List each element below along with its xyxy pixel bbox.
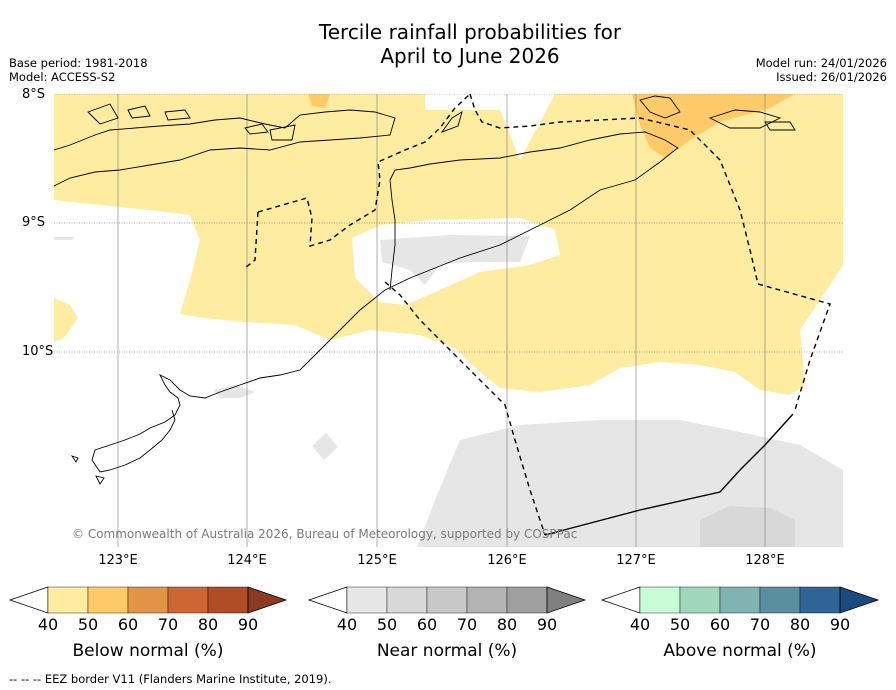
colorbar-above-segment — [799, 586, 841, 614]
colorbar-near-segment — [426, 586, 468, 614]
colorbar-near-tick: 90 — [536, 615, 558, 634]
title-line-1: Tercile rainfall probabilities for — [318, 20, 622, 44]
colorbar-above-tick: 60 — [709, 615, 731, 634]
colorbar-near-tick: 40 — [336, 615, 358, 634]
colorbar-above-extend-low — [600, 586, 641, 614]
near-normal-small-2 — [214, 385, 255, 398]
colorbar-below-segment — [167, 586, 209, 614]
map-title: Tercile rainfall probabilities for April… — [0, 20, 896, 68]
parallels — [54, 94, 843, 353]
colorbar-below-tick: 60 — [117, 615, 139, 634]
copyright-notice: © Commonwealth of Australia 2026, Bureau… — [72, 527, 578, 541]
coastline-atauro — [440, 111, 463, 133]
below-normal-50-60-region — [632, 94, 795, 158]
colorbar-near-segment — [386, 586, 428, 614]
base-period: Base period: 1981-2018 — [9, 56, 148, 70]
colorbar-near-extend-low — [307, 586, 348, 614]
eez-border-solid — [544, 413, 794, 536]
colorbar-near-segment — [506, 586, 548, 614]
colorbar-below-segment — [127, 586, 169, 614]
lon-label-123e: 123°E — [98, 553, 138, 568]
forecast-map — [54, 94, 843, 547]
coastline-wetar — [639, 95, 796, 131]
meta-right: Model run: 24/01/2026 Issued: 26/01/2026 — [756, 56, 887, 84]
colorbar-below-segment — [47, 586, 89, 614]
lat-label-10s: 10°S — [22, 344, 54, 359]
colorbar-near-tick: 60 — [416, 615, 438, 634]
coastline-rote — [70, 455, 105, 485]
model-run: Model run: 24/01/2026 — [755, 56, 887, 70]
colorbar-above-extend-high — [839, 586, 880, 614]
colorbars — [8, 586, 880, 614]
colorbar-below-tick: 70 — [157, 615, 179, 634]
colorbar-below-tick: 50 — [77, 615, 99, 634]
colorbar-near-segment — [466, 586, 508, 614]
colorbar-above-tick: 70 — [749, 615, 771, 634]
coastline-timor — [91, 131, 679, 473]
colorbar-above-segment — [639, 586, 681, 614]
colorbar-near-tick: 80 — [496, 615, 518, 634]
lon-label-128e: 128°E — [745, 553, 785, 568]
colorbar-below-extend-low — [8, 586, 49, 614]
colorbar-above-segment — [679, 586, 721, 614]
title-line-2: April to June 2026 — [380, 44, 560, 68]
colorbar-below-extend-high — [247, 586, 288, 614]
colorbar-above-tick: 80 — [789, 615, 811, 634]
eez-border — [244, 94, 831, 536]
colorbar-below-label: Below normal (%) — [72, 641, 224, 661]
colorbar-below-tick: 80 — [197, 615, 219, 634]
lon-label-127e: 127°E — [616, 553, 656, 568]
colorbar-below-tick: 90 — [237, 615, 259, 634]
below-normal-40-50-region-west — [54, 298, 78, 342]
eez-border-south — [544, 413, 794, 536]
coastline-islands-north — [87, 103, 296, 141]
colorbar-near-tick: 70 — [456, 615, 478, 634]
colorbar-above-segment — [759, 586, 801, 614]
below-normal-50-60-small — [308, 94, 330, 108]
lon-label-126e: 126°E — [487, 553, 527, 568]
model-name: Model: ACCESS-S2 — [9, 70, 116, 84]
colorbar-below-tick: 40 — [37, 615, 59, 634]
colorbar-below-segment — [87, 586, 129, 614]
meta-left: Base period: 1981-2018 Model: ACCESS-S2 — [9, 56, 148, 84]
colorbar-below-segment — [207, 586, 249, 614]
colorbar-near-label: Near normal (%) — [376, 641, 518, 661]
coastline-flores-alor — [54, 109, 396, 187]
eez-footnote: -- -- -- EEZ border V11 (Flanders Marine… — [9, 672, 332, 686]
issued-date: Issued: 26/01/2026 — [776, 70, 887, 84]
colorbar-above-segment — [719, 586, 761, 614]
colorbar-near-segment — [346, 586, 388, 614]
gridlines — [117, 94, 766, 547]
colorbar-near-tick: 50 — [376, 615, 398, 634]
colorbar-above-label: Above normal (%) — [663, 641, 817, 661]
colorbar-above-tick: 90 — [829, 615, 851, 634]
colorbar-above-tick: 40 — [629, 615, 651, 634]
coastlines — [54, 95, 796, 485]
colorbar-above-tick: 50 — [669, 615, 691, 634]
lat-label-9s: 9°S — [22, 215, 46, 230]
near-normal-small-1 — [312, 433, 338, 460]
lat-label-8s: 8°S — [22, 87, 46, 102]
eez-border-timor-leste — [244, 94, 831, 536]
near-normal-small-3 — [54, 237, 75, 240]
near-normal-50-60-region — [700, 506, 795, 547]
colorbar-near-extend-high — [546, 586, 587, 614]
lon-label-125e: 125°E — [357, 553, 397, 568]
lon-label-124e: 124°E — [227, 553, 267, 568]
